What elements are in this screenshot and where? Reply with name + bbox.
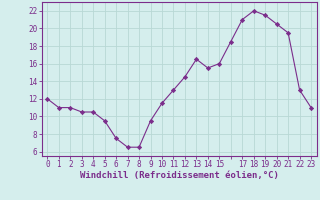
X-axis label: Windchill (Refroidissement éolien,°C): Windchill (Refroidissement éolien,°C) [80, 171, 279, 180]
